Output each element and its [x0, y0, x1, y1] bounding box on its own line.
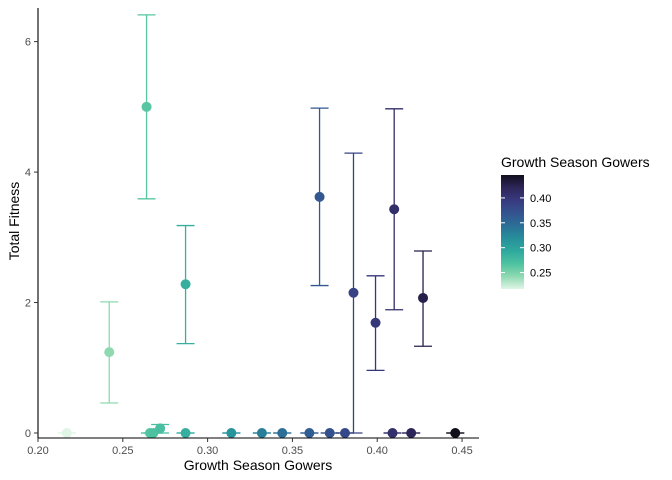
data-point — [387, 428, 398, 438]
data-point — [61, 428, 72, 438]
y-tick-label: 2 — [25, 298, 31, 310]
y-tick-label: 4 — [25, 167, 31, 179]
data-point — [450, 428, 461, 438]
data-point — [226, 428, 237, 438]
legend-colorbar — [501, 175, 524, 289]
data-point — [141, 101, 152, 112]
legend-title: Growth Season Gowers — [501, 154, 650, 170]
y-axis-title: Total Fitness — [6, 182, 22, 261]
x-tick-label: 0.35 — [282, 445, 303, 457]
data-point — [256, 428, 267, 438]
legend-tick-label: 0.30 — [530, 243, 551, 255]
x-tick-label: 0.20 — [27, 445, 48, 457]
data-point — [324, 428, 335, 438]
data-point — [406, 428, 417, 438]
x-tick-label: 0.25 — [112, 445, 133, 457]
data-point — [180, 279, 191, 290]
x-tick-label: 0.40 — [367, 445, 388, 457]
data-point — [340, 428, 351, 438]
legend: Growth Season Gowers 0.25 0.30 0.35 0.40 — [501, 154, 650, 289]
y-tick-label: 0 — [25, 428, 31, 440]
data-point — [418, 292, 429, 303]
data-point — [348, 287, 359, 298]
legend-tick-label: 0.40 — [530, 193, 551, 205]
y-tick-label: 6 — [25, 37, 31, 49]
data-point — [370, 317, 381, 328]
data-point — [277, 428, 288, 438]
data-point — [389, 204, 400, 215]
data-point — [104, 347, 115, 358]
x-axis-title: Growth Season Gowers — [184, 457, 333, 473]
axes: 0.20 0.25 0.30 0.35 0.40 0.45 0 2 4 6 — [25, 8, 479, 457]
data-point — [314, 191, 325, 202]
plot-area — [57, 14, 465, 438]
data-point — [155, 423, 166, 434]
data-point — [304, 428, 315, 438]
data-point — [180, 428, 191, 438]
legend-tick-label: 0.35 — [530, 218, 551, 230]
x-tick-label: 0.45 — [451, 445, 472, 457]
legend-tick-label: 0.25 — [530, 268, 551, 280]
x-tick-label: 0.30 — [197, 445, 218, 457]
